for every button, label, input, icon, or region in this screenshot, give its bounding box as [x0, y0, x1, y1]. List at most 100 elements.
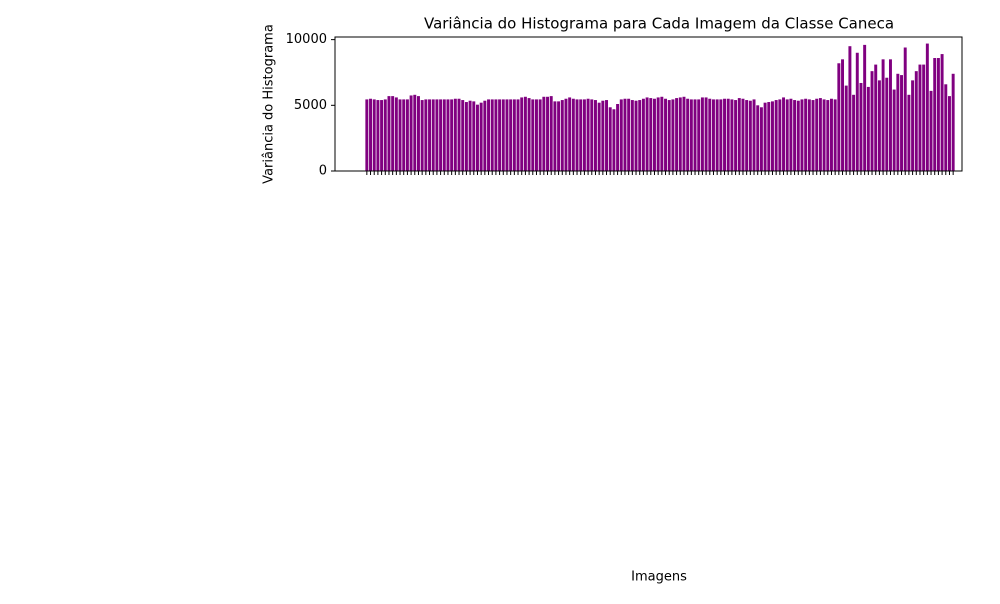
bar	[490, 99, 494, 171]
bar	[888, 59, 892, 172]
bar	[453, 98, 457, 171]
bar	[748, 100, 752, 171]
bar	[391, 96, 395, 171]
bar	[542, 96, 546, 171]
bar	[546, 96, 550, 171]
bar	[538, 99, 542, 171]
bar	[675, 98, 679, 171]
bar	[947, 96, 951, 171]
bar	[402, 99, 406, 171]
y-tick-label: 5000	[294, 98, 327, 113]
bar	[656, 97, 660, 171]
bar	[638, 100, 642, 171]
bar	[369, 98, 373, 171]
bar	[549, 96, 553, 171]
bar	[512, 99, 516, 171]
bar	[852, 94, 856, 171]
bar	[446, 99, 450, 171]
bar	[630, 100, 634, 171]
bar	[652, 98, 656, 171]
bar	[940, 54, 944, 171]
bar	[664, 98, 668, 171]
bar	[634, 100, 638, 171]
bar	[715, 99, 719, 171]
bar	[770, 101, 774, 171]
bar	[420, 100, 424, 171]
bar	[704, 97, 708, 171]
bar	[472, 101, 476, 171]
bar	[501, 99, 505, 171]
bar	[881, 59, 885, 172]
bar	[564, 98, 568, 171]
bar	[616, 104, 620, 171]
bar	[383, 99, 387, 171]
bar	[527, 98, 531, 171]
bar	[785, 99, 789, 171]
y-axis-label: Variância do Histograma	[262, 24, 277, 184]
bar	[450, 99, 454, 171]
bar	[693, 99, 697, 171]
bar	[627, 98, 631, 171]
bar	[818, 98, 822, 171]
bar	[365, 99, 369, 171]
bar	[759, 107, 763, 171]
bar	[756, 105, 760, 171]
x-axis-label: Imagens	[631, 570, 687, 585]
bar	[505, 99, 509, 171]
chart-title: Variância do Histograma para Cada Imagem…	[424, 15, 894, 33]
bar	[811, 100, 815, 171]
bar	[844, 85, 848, 171]
bar	[416, 96, 420, 171]
bar	[723, 98, 727, 171]
bar	[424, 99, 428, 171]
bar	[398, 99, 402, 171]
bar	[641, 98, 645, 171]
bar	[767, 102, 771, 171]
bar	[936, 58, 940, 171]
bar	[575, 99, 579, 171]
bar	[885, 77, 889, 171]
bar	[859, 82, 863, 171]
bar	[726, 98, 730, 171]
bar	[376, 100, 380, 171]
bar	[409, 95, 413, 171]
y-tick-label: 10000	[286, 32, 327, 47]
bar	[807, 99, 811, 171]
bar	[686, 98, 690, 171]
bar	[557, 101, 561, 171]
bar	[682, 96, 686, 171]
bar	[405, 99, 409, 171]
bar	[782, 97, 786, 171]
bar	[520, 97, 524, 171]
bar	[494, 99, 498, 171]
bar	[907, 94, 911, 171]
bar	[900, 75, 904, 171]
bar	[837, 63, 841, 172]
bar	[689, 99, 693, 171]
bar	[413, 94, 417, 171]
bar	[826, 100, 830, 171]
bar	[568, 97, 572, 171]
bar	[468, 100, 472, 171]
bar	[896, 73, 900, 171]
bar	[719, 99, 723, 171]
bar	[855, 52, 859, 171]
bar	[590, 99, 594, 171]
bar	[619, 99, 623, 171]
bar	[605, 100, 609, 171]
bar	[667, 100, 671, 171]
bar	[752, 99, 756, 171]
bar	[623, 98, 627, 171]
bar	[918, 64, 922, 171]
bar	[516, 99, 520, 171]
bar	[911, 80, 915, 171]
bar	[863, 44, 867, 171]
bar	[903, 47, 907, 171]
bar	[711, 99, 715, 171]
bar	[763, 102, 767, 171]
bar	[597, 102, 601, 171]
bar	[612, 109, 616, 171]
bar	[593, 100, 597, 171]
bar	[579, 99, 583, 171]
